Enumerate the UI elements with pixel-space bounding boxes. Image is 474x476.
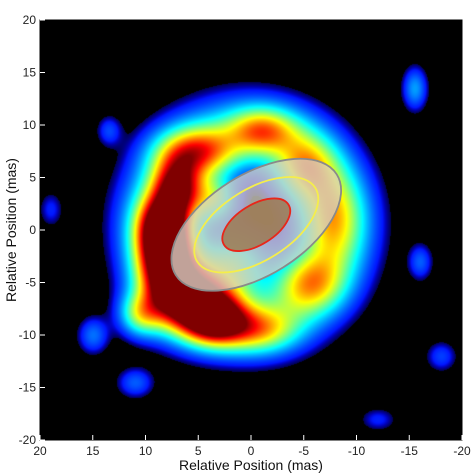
x-tick-label: -10 [348, 444, 366, 458]
y-tick-label: 15 [23, 66, 37, 80]
y-tick-label: 5 [29, 171, 36, 185]
overlay-ellipses [170, 157, 343, 292]
x-tick-label: 10 [139, 444, 153, 458]
y-tick-label: -10 [19, 328, 37, 342]
x-tick-label: -5 [298, 444, 309, 458]
y-tick-label: -15 [19, 381, 37, 395]
inner-ellipse [221, 197, 292, 252]
y-axis-label: Relative Position (mas) [3, 158, 19, 302]
y-tick-label: 0 [29, 223, 36, 237]
y-axis-ticks: 20 15 10 5 0 -5 -10 -15 -20 [19, 13, 45, 447]
y-tick-label: 10 [23, 118, 37, 132]
x-axis-label: Relative Position (mas) [179, 457, 323, 473]
y-tick-label: 20 [23, 13, 37, 27]
x-tick-label: -15 [401, 444, 419, 458]
y-tick-label: -20 [19, 433, 37, 447]
x-axis-ticks: 20 15 10 5 0 -5 -10 -15 -20 [33, 435, 471, 458]
y-tick-label: -5 [25, 276, 36, 290]
x-tick-label: 15 [86, 444, 100, 458]
x-tick-label: -20 [453, 444, 471, 458]
x-tick-label: 20 [33, 444, 47, 458]
x-tick-label: 5 [195, 444, 202, 458]
middle-ellipse [193, 176, 320, 274]
plot-area: 20 15 10 5 0 -5 -10 -15 -20 20 15 10 5 0 -5 -10 -15 -20 [19, 13, 471, 458]
x-tick-label: 0 [248, 444, 255, 458]
